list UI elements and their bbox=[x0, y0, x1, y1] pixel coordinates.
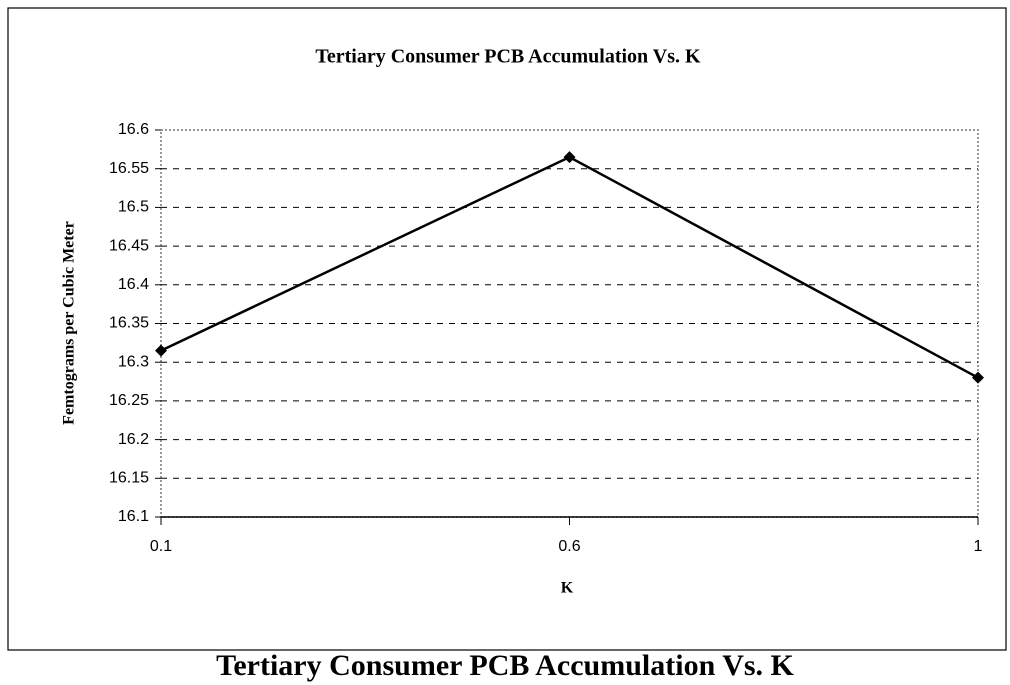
x-tick-label: 1 bbox=[974, 538, 983, 555]
caption: Tertiary Consumer PCB Accumulation Vs. K bbox=[216, 649, 794, 682]
marker bbox=[563, 151, 576, 164]
marker bbox=[155, 344, 167, 357]
y-tick-label: 16.1 bbox=[118, 508, 149, 525]
y-tick-label: 16.5 bbox=[118, 199, 149, 216]
y-axis-label: Femtograms per Cubic Meter bbox=[61, 221, 78, 425]
y-tick-label: 16.25 bbox=[109, 392, 149, 409]
y-tick-label: 16.3 bbox=[118, 353, 149, 370]
chart-border bbox=[7, 7, 1007, 651]
y-tick-label: 16.35 bbox=[109, 315, 149, 332]
line bbox=[160, 155, 979, 379]
y-tick-label: 16.4 bbox=[118, 276, 149, 293]
y-tick-label: 16.55 bbox=[109, 160, 149, 177]
marker bbox=[972, 371, 984, 384]
y-tick-label: 16.6 bbox=[118, 121, 149, 138]
y-tick-label: 16.45 bbox=[109, 237, 149, 254]
y-tick-label: 16.2 bbox=[118, 431, 149, 448]
x-axis-label: K bbox=[561, 580, 574, 597]
chart-title: Tertiary Consumer PCB Accumulation Vs. K bbox=[315, 46, 701, 68]
x-tick-label: 0.1 bbox=[150, 538, 172, 555]
x-tick-label: 0.6 bbox=[558, 538, 580, 555]
y-tick-label: 16.15 bbox=[109, 470, 149, 487]
